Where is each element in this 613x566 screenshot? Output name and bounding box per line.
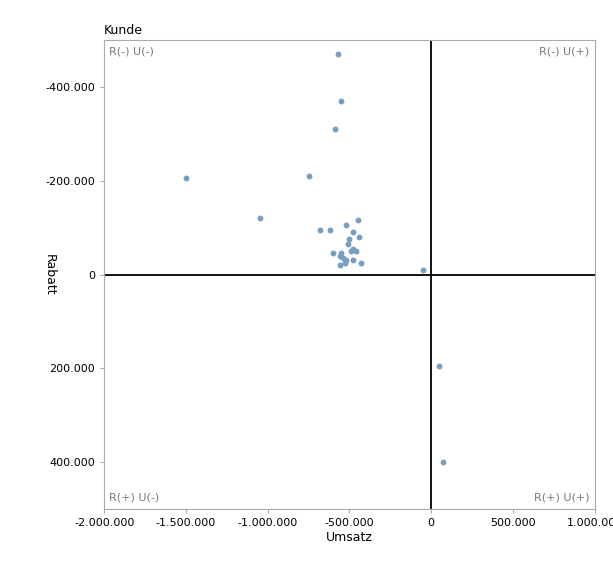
Text: R(+) U(-): R(+) U(-): [109, 492, 159, 503]
Point: [354, 233, 364, 242]
Point: [352, 216, 362, 225]
Y-axis label: Rabatt: Rabatt: [43, 254, 56, 295]
Point: [346, 247, 356, 256]
Text: R(+) U(+): R(+) U(+): [534, 492, 590, 503]
Point: [335, 260, 345, 269]
Point: [348, 244, 357, 253]
Point: [315, 225, 325, 234]
Point: [345, 235, 354, 244]
Point: [343, 239, 352, 248]
Point: [335, 251, 345, 260]
Text: Kunde: Kunde: [104, 24, 143, 37]
Point: [341, 221, 351, 230]
Point: [348, 228, 357, 237]
Point: [333, 49, 343, 58]
Point: [435, 362, 444, 371]
Text: R(-) U(+): R(-) U(+): [539, 46, 590, 57]
Point: [254, 213, 264, 222]
Point: [356, 258, 366, 267]
Point: [341, 256, 351, 265]
Point: [438, 458, 447, 467]
Point: [337, 249, 346, 258]
Point: [338, 254, 348, 263]
Point: [340, 258, 349, 267]
X-axis label: Umsatz: Umsatz: [326, 531, 373, 544]
Point: [351, 247, 361, 256]
Point: [337, 96, 346, 105]
Point: [303, 171, 313, 181]
Point: [325, 225, 335, 234]
Point: [418, 265, 428, 275]
Point: [330, 125, 340, 134]
Point: [328, 249, 338, 258]
Point: [348, 256, 357, 265]
Text: R(-) U(-): R(-) U(-): [109, 46, 154, 57]
Point: [181, 174, 191, 183]
